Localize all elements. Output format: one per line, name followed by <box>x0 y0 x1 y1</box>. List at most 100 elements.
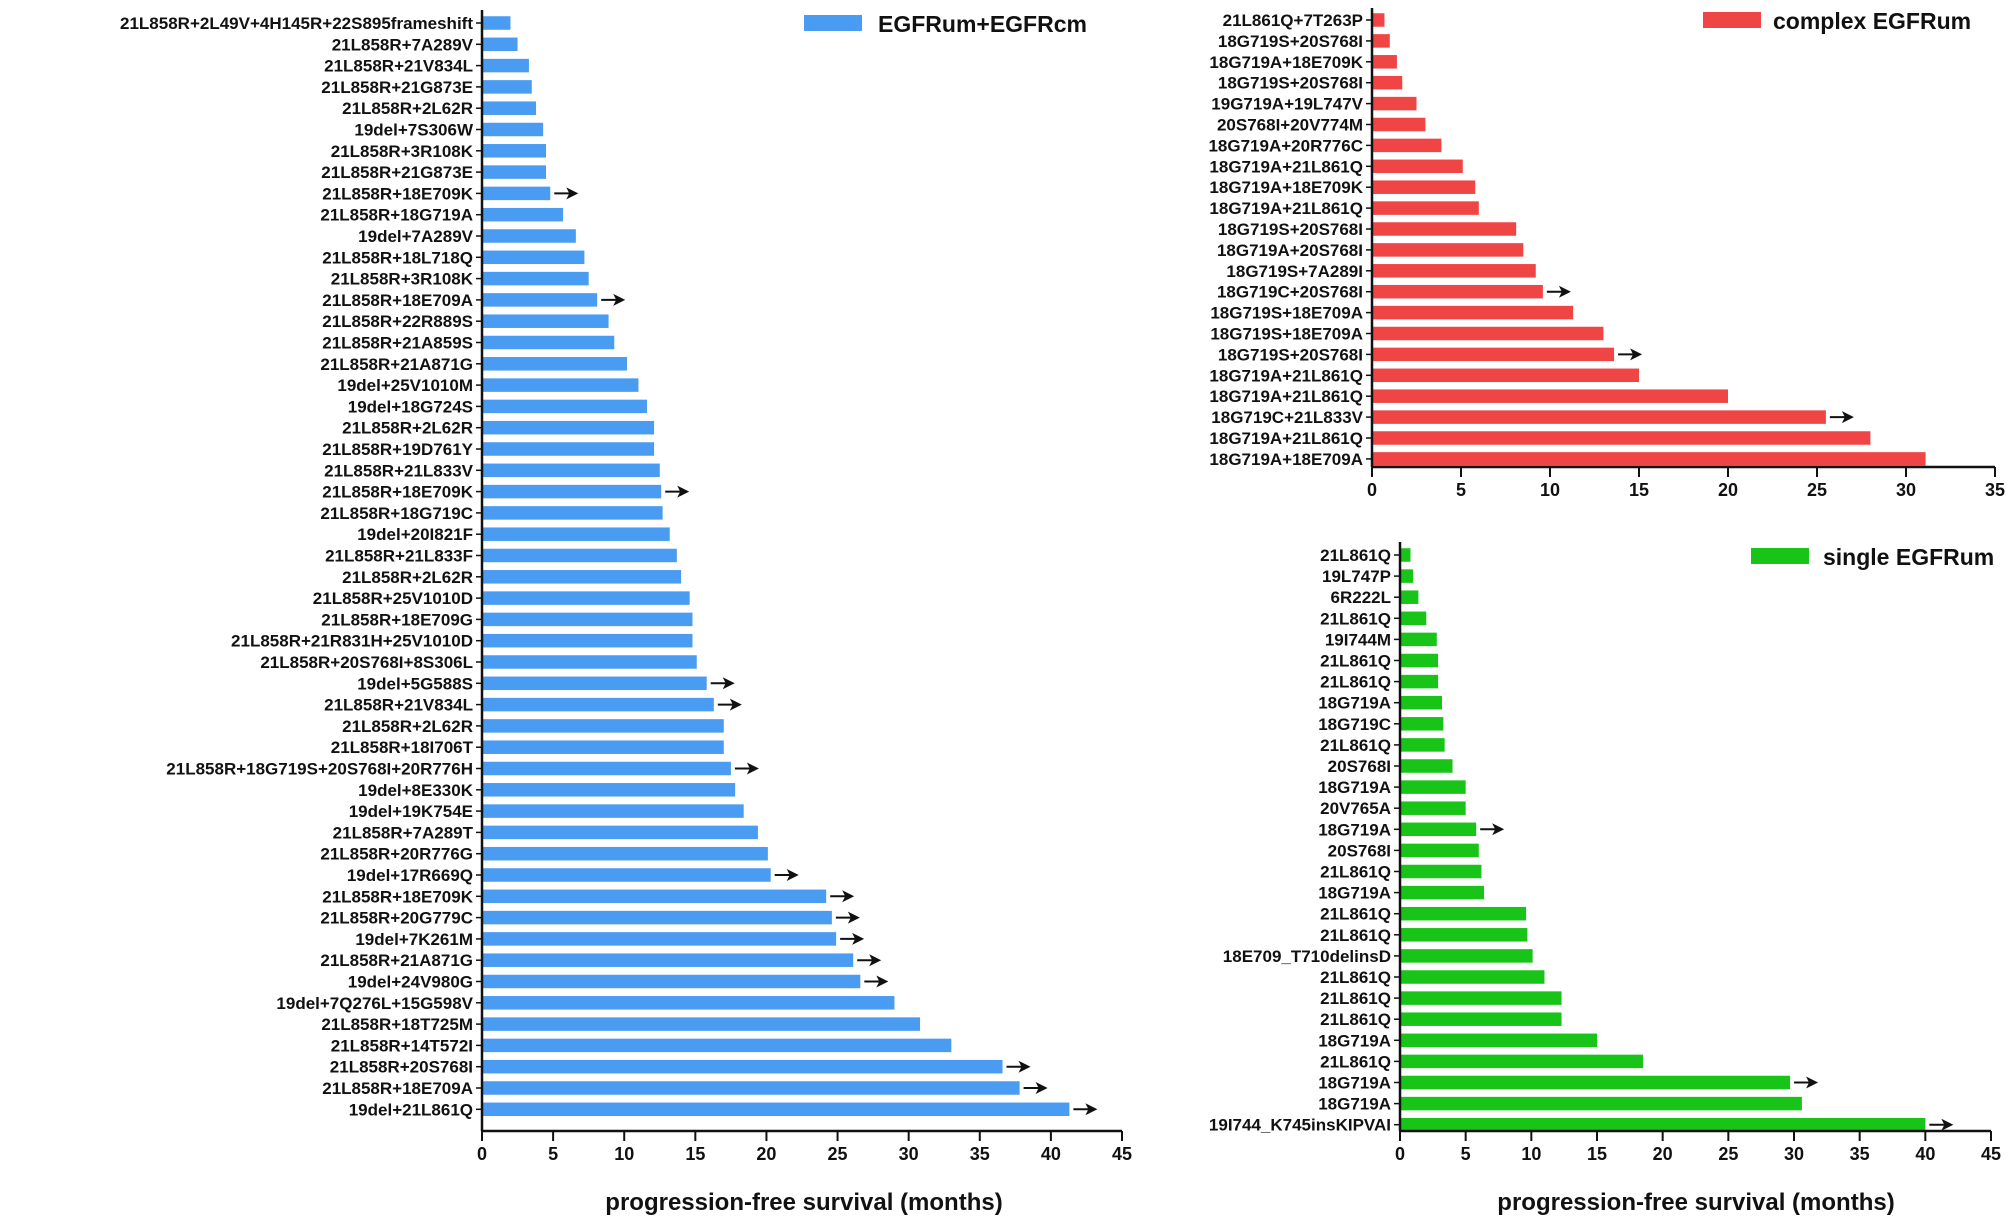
bar <box>1372 201 1479 215</box>
bar <box>482 953 854 967</box>
category-label: 6R222L <box>1331 588 1391 607</box>
bar <box>1400 885 1485 900</box>
category-label: 21L858R+3R108K <box>331 270 474 289</box>
panel-egfrum-egfrcm-chart: 21L858R+2L49V+4H145R+22S895frameshift 21L… <box>120 10 1132 1216</box>
x-tick-label: 0 <box>1367 480 1377 500</box>
bar <box>482 463 660 478</box>
category-label: 18G719A+21L861Q <box>1209 429 1363 448</box>
bar <box>482 974 861 989</box>
bar <box>482 1059 1003 1074</box>
censored-arrow-icon <box>1618 348 1643 361</box>
x-tick-label: 0 <box>1395 1144 1405 1164</box>
bar <box>1372 368 1639 383</box>
legend-label: complex EGFRum <box>1773 8 1971 34</box>
bar <box>482 889 827 904</box>
censored-arrow-head <box>847 911 860 924</box>
censored-arrow-head <box>677 485 690 498</box>
category-label: 21L861Q <box>1320 1010 1391 1029</box>
bar <box>482 740 724 754</box>
bar <box>1400 843 1479 858</box>
censored-arrow-icon <box>554 187 579 200</box>
bar <box>1400 695 1443 710</box>
category-label: 18G719A+18E709A <box>1209 450 1363 469</box>
x-tick-label: 30 <box>1896 480 1916 500</box>
category-label: 21L861Q <box>1320 546 1391 565</box>
category-label: 18G719S+18E709A <box>1210 304 1363 323</box>
censored-arrow-icon <box>734 762 759 775</box>
category-label: 21L858R+21V834L <box>324 57 473 76</box>
bar <box>1400 611 1427 626</box>
category-label: 21L858R+19D761Y <box>322 440 473 459</box>
censored-arrow-icon <box>1929 1118 1954 1131</box>
x-tick-label: 0 <box>477 1144 487 1164</box>
censored-arrow-head <box>746 762 759 775</box>
bar <box>482 804 744 818</box>
category-label: 21L858R+20S768I <box>330 1058 473 1077</box>
category-label: 21L858R+21A859S <box>322 334 473 353</box>
category-label: 18G719A+21L861Q <box>1209 387 1363 406</box>
category-label: 21L858R+2L62R <box>342 717 473 736</box>
censored-arrow-icon <box>840 932 865 945</box>
bar <box>482 122 544 137</box>
category-label: 21L858R+21V834L <box>324 696 473 715</box>
bar <box>482 58 529 73</box>
bar <box>482 868 771 882</box>
bar <box>1372 243 1524 257</box>
category-label: 20V765A <box>1320 799 1391 818</box>
bar <box>1372 305 1574 320</box>
bar <box>482 996 895 1010</box>
category-label: 21L858R+20R776G <box>320 845 473 864</box>
category-label: 21L858R+2L62R <box>342 419 473 438</box>
bar <box>482 697 714 712</box>
bar <box>1372 410 1826 424</box>
legend: EGFRum+EGFRcm <box>804 11 1087 37</box>
category-label: 18G719A+18E709K <box>1209 53 1363 72</box>
category-label: 18G719S+20S768I <box>1218 74 1363 93</box>
bar <box>1400 822 1477 837</box>
bar <box>482 910 832 925</box>
category-label: 18G719A <box>1318 1031 1391 1050</box>
category-label: 19del+7K261M <box>355 930 473 949</box>
bar <box>482 1038 952 1053</box>
censored-arrow-icon <box>710 677 735 690</box>
censored-arrow-icon <box>1794 1076 1819 1089</box>
category-label: 18G719A <box>1318 884 1391 903</box>
bar <box>482 207 564 222</box>
category-label: 18G719A+20R776C <box>1208 136 1363 155</box>
bar <box>482 186 551 201</box>
category-label: 18G719S+7A289I <box>1226 262 1363 281</box>
category-label: 19del+8E330K <box>358 781 474 800</box>
x-tick-label: 20 <box>1718 480 1738 500</box>
x-tick-label: 30 <box>1784 1144 1804 1164</box>
category-label: 18G719S+18E709A <box>1210 325 1363 344</box>
x-axis-title: progression-free survival (months) <box>1497 1189 1894 1216</box>
bar <box>1400 717 1444 731</box>
x-tick-label: 25 <box>1807 480 1827 500</box>
bar <box>1372 452 1926 466</box>
bar <box>1400 1075 1791 1090</box>
category-label: 21L858R+7A289T <box>333 823 474 842</box>
category-label: 19I744_K745insKIPVAI <box>1209 1116 1391 1135</box>
bar <box>482 761 731 776</box>
censored-arrow-head <box>869 954 882 967</box>
category-label: 21L861Q <box>1320 905 1391 924</box>
category-label: 21L858R+18I706T <box>331 738 474 757</box>
panel-single-egfrum-chart: 21L861Q 19L747P 6R222L 21L861Q 19I744M 21L861… <box>1209 542 2001 1216</box>
x-tick-label: 20 <box>1653 1144 1673 1164</box>
category-label: 21L861Q <box>1320 673 1391 692</box>
bar <box>482 506 663 520</box>
bar <box>1372 75 1403 90</box>
bar <box>482 80 532 94</box>
bar <box>1372 13 1385 27</box>
x-tick-label: 15 <box>1587 1144 1607 1164</box>
censored-arrow-head <box>1941 1118 1954 1131</box>
x-tick-label: 35 <box>1850 1144 1870 1164</box>
category-label: 21L858R+18E709K <box>322 483 473 502</box>
bar <box>1372 222 1517 236</box>
category-label: 21L858R+7A289V <box>332 35 474 54</box>
category-label: 19del+21L861Q <box>349 1100 473 1119</box>
bar <box>482 1102 1070 1117</box>
category-label: 21L858R+20G779C <box>320 909 473 928</box>
bar <box>1400 548 1411 562</box>
x-tick-label: 10 <box>614 1144 634 1164</box>
